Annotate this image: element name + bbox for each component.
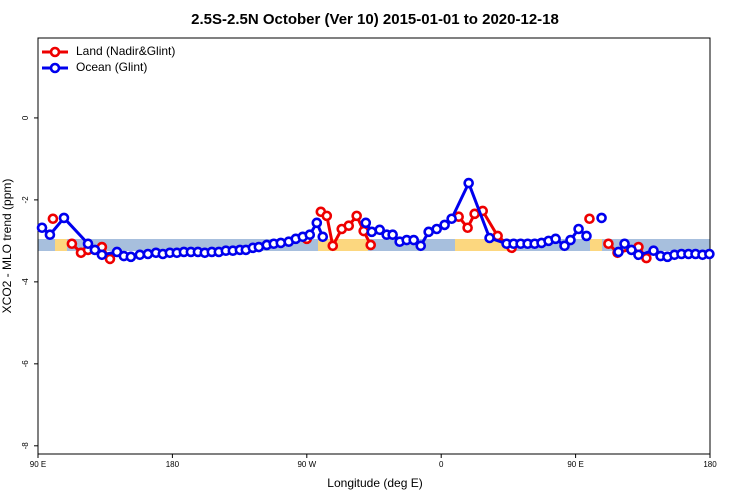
x-tick-label: 90 E [30,460,46,469]
data-point [321,210,333,222]
data-point [44,229,56,241]
data-point [613,246,624,258]
x-tick-label: 180 [166,460,180,469]
data-point [36,222,48,234]
y-axis-label: XCO2 - MLO trend (ppm) [0,179,14,314]
plot-area [36,177,715,265]
data-point [584,213,595,225]
data-point [58,212,70,224]
legend-marker [49,62,61,74]
data-point [415,240,427,252]
data-point [633,249,644,261]
data-point [387,229,398,241]
data-point [484,232,495,244]
data-point [626,244,637,256]
y-tick-label: -4 [21,278,30,286]
data-point [559,240,570,252]
y-tick-label: -8 [21,442,30,450]
data-point [47,213,59,225]
chart-title: 2.5S-2.5N October (Ver 10) 2015-01-01 to… [191,11,559,28]
data-point [104,253,116,265]
data-point [446,213,457,225]
x-tick-label: 90 W [297,460,316,469]
x-axis-label: Longitude (deg E) [327,476,422,490]
legend-label: Land (Nadir&Glint) [76,44,175,58]
data-point [142,248,154,260]
data-point [439,219,450,231]
data-point [125,251,137,263]
data-point [581,230,592,242]
data-point [573,223,584,235]
data-point [358,225,369,237]
data-point [134,249,146,261]
data-point [550,233,561,245]
data-point [408,234,420,246]
data-point [619,238,630,250]
legend-marker [49,46,61,58]
x-tick-label: 180 [703,460,717,469]
data-point [82,238,94,250]
data-point [463,177,474,189]
data-point [603,238,614,250]
data-point [431,223,443,235]
data-point [648,245,659,257]
data-point [343,220,355,232]
legend-label: Ocean (Glint) [76,60,147,74]
data-point [704,248,715,260]
data-point [317,231,329,243]
legend: Land (Nadir&Glint) Ocean (Glint) [42,44,175,74]
y-tick-label: -2 [21,196,30,204]
land-band [455,239,510,251]
data-point [304,229,316,241]
data-point [462,222,473,234]
data-point [360,217,372,229]
data-point [311,217,323,229]
data-point [374,224,385,236]
land-band [590,239,602,251]
y-tick-label: 0 [21,115,30,120]
data-point [96,249,108,261]
y-tick-label: -6 [21,360,30,368]
plot-frame [37,37,711,455]
data-point [66,238,78,250]
data-point [351,210,362,222]
data-point [89,244,101,256]
data-point [565,234,576,246]
data-point [596,212,607,224]
land-band [55,239,67,251]
x-tick-label: 90 E [567,460,583,469]
x-tick-label: 0 [439,460,444,469]
data-point [365,239,377,251]
data-point [327,240,339,252]
